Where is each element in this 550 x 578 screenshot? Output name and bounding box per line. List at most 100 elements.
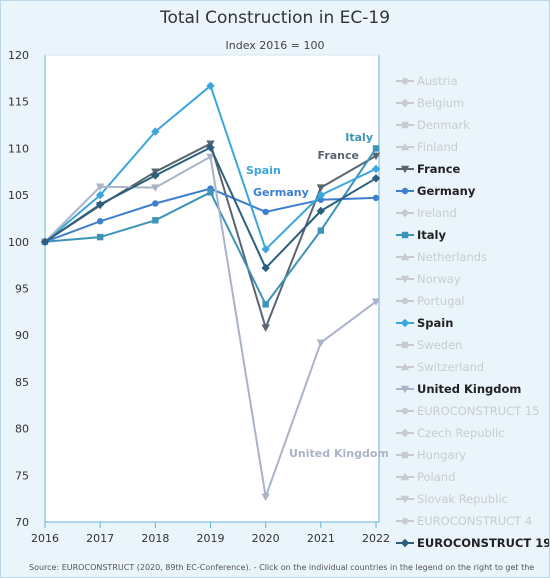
legend-label-italy: Italy <box>417 228 446 242</box>
legend-marker-switzerland <box>400 362 410 371</box>
legend: Austria Belgium Denmark Finland France German… <box>396 74 549 550</box>
axes: 70 75 80 85 90 95 100 105 110 115 120 2016 2017 2018 2… <box>8 49 390 545</box>
legend-marker-sweden <box>401 341 409 349</box>
data-point-italy <box>207 189 214 196</box>
legend-item-poland[interactable]: Poland <box>396 470 455 484</box>
series-united-kingdom <box>40 153 381 501</box>
annotation-germany: Germany <box>253 186 309 199</box>
legend-marker-norway <box>400 275 410 284</box>
legend-item-germany[interactable]: Germany <box>396 184 476 198</box>
legend-marker-portugal <box>401 297 409 305</box>
legend-item-slovak-republic[interactable]: Slovak Republic <box>396 492 508 506</box>
legend-label-poland: Poland <box>417 470 455 484</box>
y-tick-label: 100 <box>8 236 29 249</box>
annotation-france: France <box>318 149 359 162</box>
legend-item-sweden[interactable]: Sweden <box>396 338 462 352</box>
legend-item-hungary[interactable]: Hungary <box>396 448 466 462</box>
legend-item-austria[interactable]: Austria <box>396 74 458 88</box>
data-point-spain <box>371 164 381 174</box>
legend-label-czech-republic: Czech Republic <box>417 426 505 440</box>
y-tick-label: 110 <box>8 142 29 155</box>
legend-item-italy[interactable]: Italy <box>396 228 446 242</box>
legend-label-euroconstruct-19: EUROCONSTRUCT 19 <box>417 536 549 550</box>
legend-item-portugal[interactable]: Portugal <box>396 294 465 308</box>
legend-label-portugal: Portugal <box>417 294 465 308</box>
x-tick-label: 2019 <box>197 532 225 545</box>
data-point-united-kingdom <box>261 493 270 501</box>
annotation-italy: Italy <box>345 131 373 144</box>
source-note: Source: EUROCONSTRUCT (2020, 89th EC-Con… <box>29 563 534 572</box>
data-point-united-kingdom <box>371 298 381 306</box>
y-tick-label: 85 <box>15 376 29 389</box>
legend-label-france: France <box>417 162 461 176</box>
legend-item-euroconstruct-4[interactable]: EUROCONSTRUCT 4 <box>396 514 532 528</box>
legend-marker-denmark <box>401 121 409 129</box>
x-tick-label: 2018 <box>141 532 169 545</box>
series-layer <box>40 81 381 501</box>
chart-subtitle: Index 2016 = 100 <box>226 39 325 52</box>
legend-item-denmark[interactable]: Denmark <box>396 118 470 132</box>
y-tick-label: 115 <box>8 96 29 109</box>
data-point-spain <box>316 190 326 200</box>
y-tick-label: 90 <box>15 329 29 342</box>
chart-title: Total Construction in EC-19 <box>159 8 390 28</box>
legend-item-finland[interactable]: Finland <box>396 140 458 154</box>
legend-item-spain[interactable]: Spain <box>396 316 453 330</box>
legend-item-switzerland[interactable]: Switzerland <box>396 360 484 374</box>
data-point-united-kingdom <box>151 184 160 192</box>
annotations-layer: Italy France Spain Germany United Kingdom <box>246 131 389 460</box>
legend-item-netherlands[interactable]: Netherlands <box>396 250 487 264</box>
data-point-united-kingdom <box>95 183 105 191</box>
legend-label-finland: Finland <box>417 140 458 154</box>
legend-item-ireland[interactable]: Ireland <box>396 206 457 220</box>
annotation-united-kingdom: United Kingdom <box>289 447 389 460</box>
legend-marker-austria <box>401 77 409 85</box>
legend-marker-united-kingdom <box>400 385 410 394</box>
data-point-euroconstruct-19 <box>40 237 50 246</box>
x-tick-label: 2022 <box>362 532 390 545</box>
legend-marker-finland <box>400 142 410 151</box>
x-tick-label: 2016 <box>31 532 59 545</box>
data-point-united-kingdom <box>206 153 215 162</box>
legend-marker-euroconstruct-19 <box>400 538 410 548</box>
data-point-spain <box>95 190 105 200</box>
x-tick-label: 2020 <box>252 532 280 545</box>
legend-item-euroconstruct-15[interactable]: EUROCONSTRUCT 15 <box>396 404 540 418</box>
legend-label-spain: Spain <box>417 316 453 330</box>
data-point-germany <box>262 208 269 216</box>
data-point-germany <box>317 196 325 203</box>
legend-item-belgium[interactable]: Belgium <box>396 96 464 110</box>
legend-marker-france <box>400 165 410 174</box>
legend-marker-euroconstruct-4 <box>401 517 409 525</box>
legend-label-euroconstruct-15: EUROCONSTRUCT 15 <box>417 404 540 418</box>
legend-marker-slovak-republic <box>400 495 410 504</box>
legend-marker-spain <box>400 318 410 328</box>
y-tick-label: 70 <box>15 516 29 529</box>
legend-label-sweden: Sweden <box>417 338 462 352</box>
data-point-euroconstruct-19 <box>95 200 105 209</box>
legend-item-norway[interactable]: Norway <box>396 272 461 286</box>
legend-marker-netherlands <box>400 252 410 261</box>
legend-item-euroconstruct-19[interactable]: EUROCONSTRUCT 19 <box>396 536 549 550</box>
legend-marker-ireland <box>400 208 410 218</box>
data-point-euroconstruct-19 <box>261 263 270 273</box>
legend-marker-euroconstruct-15 <box>401 407 409 415</box>
data-point-spain <box>151 127 160 136</box>
annotation-spain: Spain <box>246 164 281 177</box>
data-point-spain <box>206 81 215 91</box>
y-tick-label: 80 <box>15 423 29 436</box>
legend-marker-czech-republic <box>400 428 410 438</box>
legend-item-czech-republic[interactable]: Czech Republic <box>396 426 505 440</box>
legend-label-euroconstruct-4: EUROCONSTRUCT 4 <box>417 514 532 528</box>
legend-item-united-kingdom[interactable]: United Kingdom <box>396 382 521 396</box>
data-point-germany <box>152 200 159 207</box>
legend-label-hungary: Hungary <box>417 448 466 462</box>
legend-label-ireland: Ireland <box>417 206 457 220</box>
legend-label-belgium: Belgium <box>417 96 464 110</box>
legend-item-france[interactable]: France <box>396 162 461 176</box>
y-tick-label: 105 <box>8 189 29 202</box>
series-germany <box>41 185 380 245</box>
data-point-spain <box>261 245 270 254</box>
